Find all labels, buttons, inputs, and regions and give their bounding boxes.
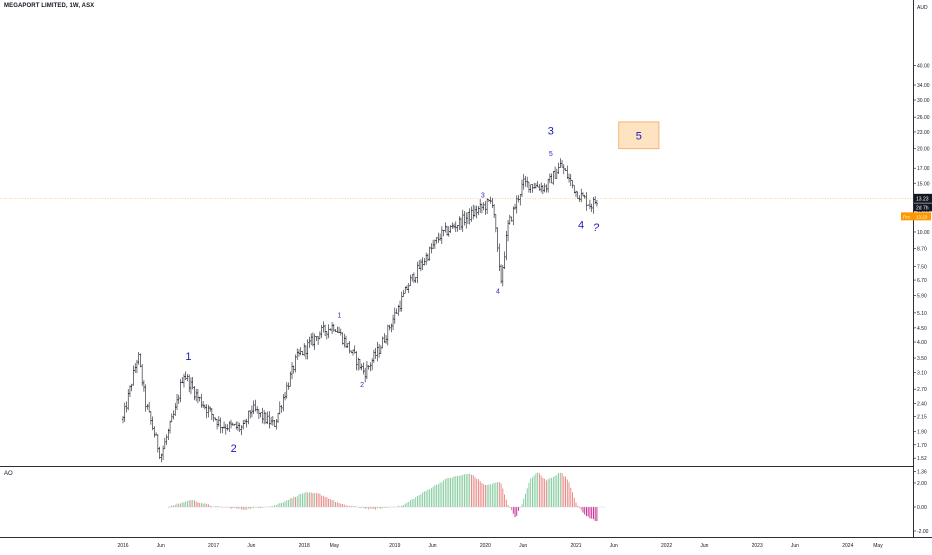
time-axis-label: Jun bbox=[247, 543, 255, 549]
wave-label-minor: 5 bbox=[549, 151, 553, 158]
price-tick-label: 10.00 bbox=[917, 230, 930, 236]
wave-label-major: 1 bbox=[185, 351, 191, 363]
time-axis-label: 2023 bbox=[752, 543, 763, 549]
ao-tick-label: 2.00 bbox=[917, 481, 927, 487]
price-tick-label: 8.70 bbox=[917, 247, 927, 253]
price-tick-label: 5.10 bbox=[917, 311, 927, 317]
wave-label-major: ? bbox=[593, 222, 600, 234]
price-tick-label: 5.90 bbox=[917, 293, 927, 299]
time-axis-label: Jun bbox=[610, 543, 618, 549]
price-tick-label: 1.36 bbox=[917, 470, 927, 476]
pre-market-tag: Pre bbox=[903, 214, 911, 219]
wave-label-minor: 4 bbox=[496, 288, 500, 295]
price-tick-label: 2.40 bbox=[917, 401, 927, 407]
grid-layer bbox=[0, 0, 932, 538]
time-axis-label: Jun bbox=[791, 543, 799, 549]
indicator-label: AO bbox=[4, 471, 13, 477]
price-tick-label: 7.50 bbox=[917, 265, 927, 271]
price-tick-label: 4.00 bbox=[917, 340, 927, 346]
wave-label-minor: 1 bbox=[337, 313, 341, 320]
ao-tick-label: -2.00 bbox=[917, 529, 929, 535]
price-tick-label: 2.70 bbox=[917, 387, 927, 393]
chart-title: MEGAPORT LIMITED, 1W, ASX bbox=[4, 3, 95, 9]
price-tick-label: 3.50 bbox=[917, 356, 927, 362]
price-tick-label: 1.70 bbox=[917, 443, 927, 449]
time-axis-label: Jun bbox=[519, 543, 527, 549]
price-tick-label: 17.00 bbox=[917, 166, 930, 172]
last-price-badge bbox=[914, 193, 932, 203]
axes-layer: AUD40.0034.0030.0026.0023.0020.0017.0015… bbox=[117, 5, 932, 549]
price-bars-layer bbox=[121, 158, 599, 463]
time-axis-label: Jun bbox=[700, 543, 708, 549]
target-zone-layer: 5 bbox=[618, 121, 660, 150]
price-tick-label: 1.90 bbox=[917, 429, 927, 435]
price-tick-label: 4.50 bbox=[917, 326, 927, 332]
pre-market-badge bbox=[901, 212, 931, 221]
price-tick-label: 15.00 bbox=[917, 181, 930, 187]
price-tick-label: 3.10 bbox=[917, 371, 927, 377]
price-tick-label: 1.52 bbox=[917, 456, 927, 462]
time-axis-label: 2019 bbox=[389, 543, 400, 549]
target-zone-label: 5 bbox=[636, 130, 642, 142]
wave-labels-layer: 1 2 3 4 ? 1 2 3 4 5 bbox=[185, 126, 600, 455]
pre-market-price: 13.23 bbox=[916, 214, 928, 219]
price-tick-label: 34.00 bbox=[917, 83, 930, 89]
last-price-label: 13.23 bbox=[916, 196, 929, 202]
price-tick-label: 23.00 bbox=[917, 130, 930, 136]
target-zone-box bbox=[618, 121, 660, 150]
ao-tick-label: 0.00 bbox=[917, 505, 927, 511]
price-tick-label: 26.00 bbox=[917, 115, 930, 121]
time-axis-label: 2016 bbox=[117, 543, 128, 549]
time-axis-label: Jun bbox=[157, 543, 165, 549]
price-tick-label: 2.15 bbox=[917, 415, 927, 421]
price-tick-label: 40.00 bbox=[917, 63, 930, 69]
wave-label-major: 4 bbox=[578, 219, 584, 231]
time-axis-label: 2017 bbox=[208, 543, 219, 549]
price-tick-label: 30.00 bbox=[917, 98, 930, 104]
price-tick-label: 20.00 bbox=[917, 147, 930, 153]
time-axis-label: 2024 bbox=[842, 543, 853, 549]
wave-label-minor: 3 bbox=[481, 193, 485, 200]
countdown-label: 2d 7h bbox=[916, 205, 929, 211]
wave-label-major: 3 bbox=[548, 126, 554, 138]
wave-label-major: 2 bbox=[231, 443, 237, 455]
wave-label-minor: 2 bbox=[360, 382, 364, 389]
currency-label: AUD bbox=[917, 5, 928, 11]
time-axis-label: 2021 bbox=[570, 543, 581, 549]
ao-histogram-layer bbox=[167, 472, 607, 522]
time-axis-label: 2020 bbox=[480, 543, 491, 549]
time-axis-label: 2018 bbox=[299, 543, 310, 549]
time-axis-label: May bbox=[873, 543, 883, 549]
price-tick-label: 6.70 bbox=[917, 278, 927, 284]
time-axis-label: May bbox=[330, 543, 340, 549]
time-axis-label: Jun bbox=[429, 543, 437, 549]
time-axis-label: 2022 bbox=[661, 543, 672, 549]
countdown-badge bbox=[914, 203, 932, 212]
